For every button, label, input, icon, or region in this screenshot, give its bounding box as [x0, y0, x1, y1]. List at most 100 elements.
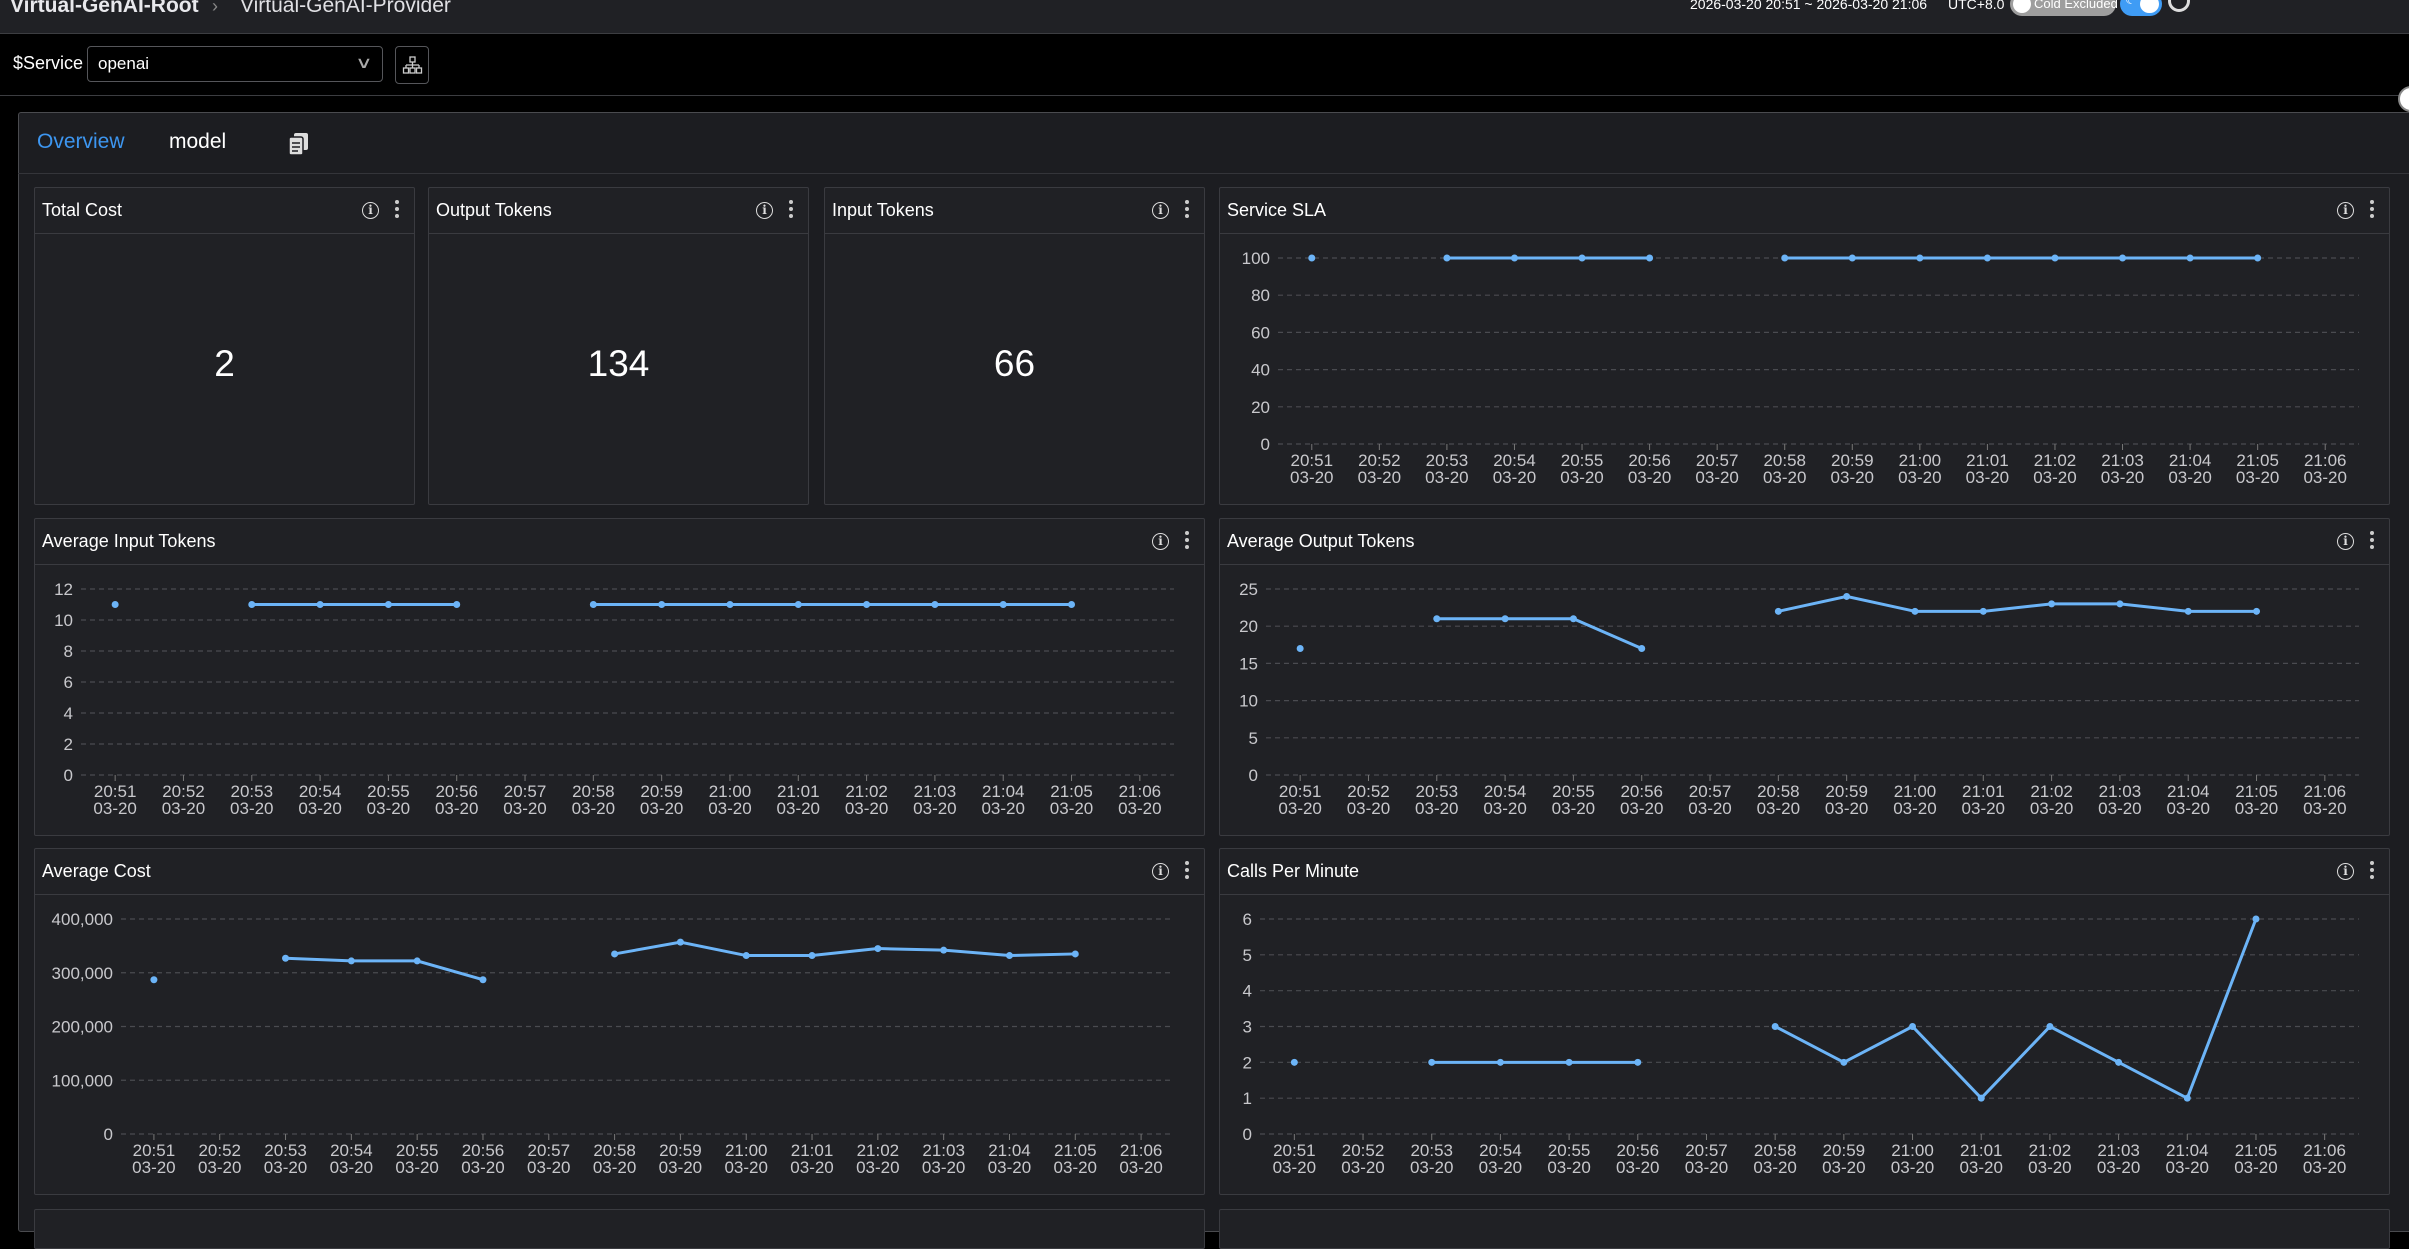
- data-point[interactable]: [2048, 600, 2056, 608]
- data-point[interactable]: [1290, 1058, 1298, 1066]
- data-point[interactable]: [863, 601, 871, 608]
- data-point[interactable]: [1843, 592, 1851, 600]
- data-point[interactable]: [1781, 254, 1789, 262]
- data-point[interactable]: [1428, 1058, 1436, 1066]
- theme-toggle[interactable]: ☾: [2120, 0, 2162, 16]
- data-point[interactable]: [1840, 1058, 1848, 1066]
- data-point[interactable]: [940, 946, 948, 954]
- data-point[interactable]: [726, 601, 734, 608]
- y-tick-label: 0: [104, 1125, 113, 1144]
- data-point[interactable]: [1916, 254, 1924, 262]
- data-point[interactable]: [282, 954, 290, 962]
- data-point[interactable]: [1771, 1023, 1779, 1030]
- service-select[interactable]: openai ∨: [87, 46, 383, 82]
- more-menu-icon[interactable]: [1184, 859, 1190, 883]
- data-point[interactable]: [1646, 254, 1654, 262]
- data-point[interactable]: [2252, 915, 2260, 923]
- data-point[interactable]: [1578, 254, 1586, 262]
- data-point[interactable]: [1501, 615, 1509, 623]
- more-menu-icon[interactable]: [394, 198, 400, 222]
- side-toggle[interactable]: [2398, 86, 2409, 112]
- data-point[interactable]: [874, 945, 882, 953]
- data-point[interactable]: [808, 952, 816, 960]
- data-point[interactable]: [2116, 600, 2124, 608]
- data-point[interactable]: [1071, 950, 1079, 958]
- data-point[interactable]: [453, 601, 461, 608]
- data-point[interactable]: [2051, 254, 2059, 262]
- data-point[interactable]: [1634, 1058, 1642, 1066]
- data-point[interactable]: [1496, 1058, 1504, 1066]
- data-point[interactable]: [1433, 615, 1441, 623]
- more-menu-icon[interactable]: [788, 198, 794, 222]
- data-point[interactable]: [1977, 1094, 1985, 1102]
- more-menu-icon[interactable]: [1184, 198, 1190, 222]
- data-point[interactable]: [2115, 1058, 2123, 1066]
- data-point[interactable]: [2183, 1094, 2191, 1102]
- y-tick-label: 20: [1251, 398, 1270, 417]
- data-point[interactable]: [676, 938, 684, 946]
- data-point[interactable]: [1443, 254, 1451, 262]
- data-point[interactable]: [248, 601, 256, 608]
- data-point[interactable]: [1510, 254, 1518, 262]
- info-icon[interactable]: i: [1152, 202, 1169, 219]
- data-point[interactable]: [589, 601, 597, 608]
- data-point[interactable]: [1005, 952, 1013, 960]
- data-point[interactable]: [1638, 645, 1646, 653]
- copy-icon[interactable]: [288, 132, 310, 156]
- data-point[interactable]: [479, 976, 487, 984]
- info-icon[interactable]: i: [2337, 202, 2354, 219]
- data-point[interactable]: [1911, 607, 1919, 615]
- data-point[interactable]: [2119, 254, 2127, 262]
- more-menu-icon[interactable]: [2369, 859, 2375, 883]
- data-point[interactable]: [658, 601, 666, 608]
- info-icon[interactable]: i: [1152, 533, 1169, 550]
- data-point[interactable]: [2046, 1023, 2054, 1030]
- data-point[interactable]: [1983, 254, 1991, 262]
- data-point[interactable]: [1848, 254, 1856, 262]
- data-point[interactable]: [2184, 607, 2192, 615]
- data-point[interactable]: [611, 950, 619, 958]
- data-point[interactable]: [347, 957, 355, 965]
- data-point[interactable]: [999, 601, 1007, 608]
- y-tick-label: 6: [1243, 910, 1252, 929]
- settings-icon[interactable]: [2168, 0, 2190, 12]
- info-icon[interactable]: i: [362, 202, 379, 219]
- tab-overview[interactable]: Overview: [37, 130, 125, 153]
- data-point[interactable]: [1308, 254, 1316, 262]
- moon-icon: ☾: [2125, 0, 2137, 8]
- more-menu-icon[interactable]: [2369, 198, 2375, 222]
- y-tick-label: 10: [54, 611, 73, 630]
- data-point[interactable]: [413, 957, 421, 965]
- data-point[interactable]: [1068, 601, 1076, 608]
- info-icon[interactable]: i: [2337, 863, 2354, 880]
- data-point[interactable]: [1909, 1023, 1917, 1030]
- data-point[interactable]: [2253, 607, 2261, 615]
- data-point[interactable]: [742, 952, 750, 960]
- data-point[interactable]: [150, 976, 158, 984]
- data-point[interactable]: [1565, 1058, 1573, 1066]
- data-point[interactable]: [2254, 254, 2262, 262]
- x-tick-date: 03-20: [1493, 468, 1536, 487]
- data-point[interactable]: [1296, 645, 1304, 653]
- data-point[interactable]: [111, 601, 119, 608]
- data-point[interactable]: [794, 601, 802, 608]
- data-point[interactable]: [316, 601, 324, 608]
- data-point[interactable]: [2186, 254, 2194, 262]
- data-point[interactable]: [1569, 615, 1577, 623]
- cold-excluded-toggle[interactable]: Cold Excluded: [2010, 0, 2118, 16]
- info-icon[interactable]: i: [756, 202, 773, 219]
- x-tick-date: 03-20: [1753, 1158, 1796, 1177]
- breadcrumb-root[interactable]: Virtual-GenAI-Root: [10, 0, 199, 17]
- data-point[interactable]: [931, 601, 939, 608]
- timezone[interactable]: UTC+8.0: [1948, 0, 2005, 12]
- more-menu-icon[interactable]: [2369, 529, 2375, 553]
- topology-button[interactable]: [395, 46, 429, 84]
- info-icon[interactable]: i: [2337, 533, 2354, 550]
- data-point[interactable]: [384, 601, 392, 608]
- info-icon[interactable]: i: [1152, 863, 1169, 880]
- data-point[interactable]: [1774, 607, 1782, 615]
- time-range[interactable]: 2026-03-20 20:51 ~ 2026-03-20 21:06: [1690, 0, 1928, 12]
- more-menu-icon[interactable]: [1184, 529, 1190, 553]
- tab-model[interactable]: model: [169, 130, 227, 153]
- data-point[interactable]: [1979, 607, 1987, 615]
